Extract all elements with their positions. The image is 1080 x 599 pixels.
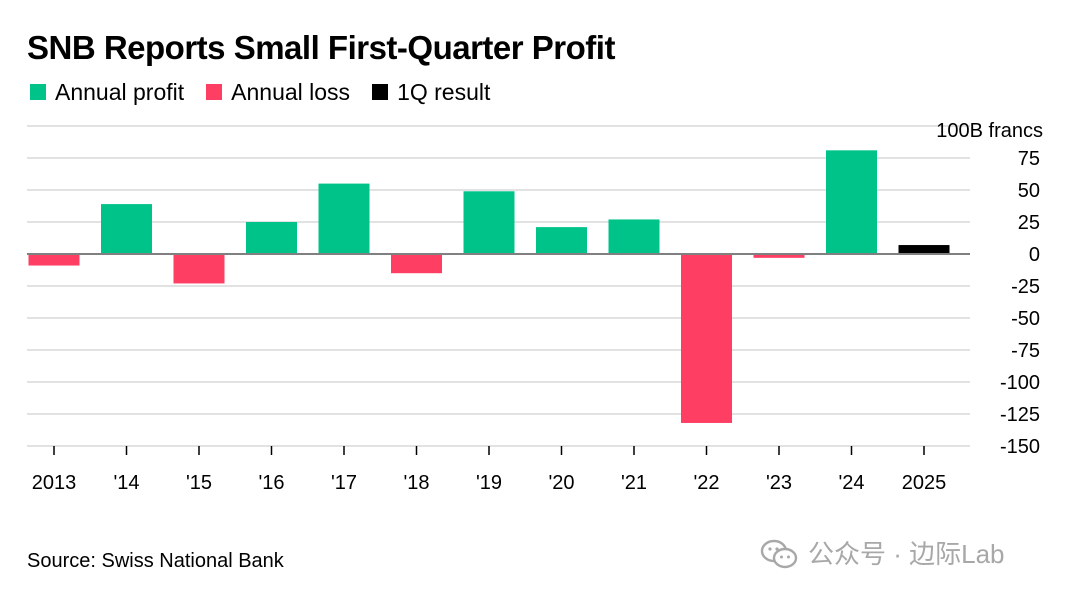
bar-loss [391,254,442,274]
y-tick-label: -150 [1000,436,1040,458]
y-tick-label: -125 [1000,404,1040,426]
bar-loss [681,254,732,423]
wechat-icon [760,539,798,569]
x-tick-label: '20 [548,472,574,494]
bar-loss [28,254,80,266]
bar-loss [753,254,805,258]
legend-label-loss: Annual loss [231,79,351,105]
x-tick-label: '21 [621,472,647,494]
bar-q1 [898,245,950,254]
x-tick-label: '23 [766,472,792,494]
legend-item-q1: 1Q result [372,78,490,106]
legend-label-profit: Annual profit [55,79,185,105]
y-tick-label: -75 [1011,340,1040,362]
source-note: Source: Swiss National Bank [27,550,284,572]
legend-label-q1: 1Q result [397,79,491,105]
bar-chart: 2013 '14 '15 '16 '17 '18 '19 '20 '21 '22 '23 '24 202… [27,120,1043,494]
bar-profit [608,219,660,254]
bar-profit [463,191,515,254]
x-tick-label: '24 [838,472,864,494]
y-tick-label: -100 [1000,372,1040,394]
bar-profit [318,183,370,254]
legend-swatch-profit [30,84,46,100]
x-tick-label: '22 [693,472,719,494]
bars [28,150,950,423]
bar-loss [173,254,225,284]
x-tick-label: 2013 [32,472,77,494]
y-tick-label: 0 [1029,244,1040,266]
bar-profit [826,150,877,254]
x-axis: 2013 '14 '15 '16 '17 '18 '19 '20 '21 '22 '23 '24 202… [32,446,947,494]
x-tick-label: 2025 [902,472,947,494]
legend-item-profit: Annual profit [30,78,184,106]
chart-title: SNB Reports Small First-Quarter Profit [27,29,615,66]
legend-swatch-q1 [372,84,389,100]
y-axis: -150 -125 -100 -75 -50 -25 0 25 50 75 [1000,148,1040,458]
bar-profit [101,204,152,254]
y-unit-label: 100B francs [936,120,1043,142]
x-tick-label: '19 [476,472,502,494]
bar-profit [536,227,587,254]
y-tick-label: -50 [1011,308,1040,330]
x-tick-label: '15 [186,472,212,494]
x-tick-label: '16 [258,472,284,494]
x-tick-label: '14 [113,472,139,494]
x-tick-label: '18 [403,472,429,494]
y-tick-label: 25 [1018,212,1040,234]
y-tick-label: 50 [1018,180,1040,202]
x-tick-label: '17 [331,472,357,494]
watermark-text: 公众号 · 边际Lab [808,539,1005,569]
legend: Annual profit Annual loss 1Q result [30,78,512,106]
y-tick-label: -25 [1011,276,1040,298]
y-tick-label: 75 [1018,148,1040,170]
watermark: 公众号 · 边际Lab [760,536,1005,572]
bar-profit [246,222,297,254]
legend-swatch-loss [206,84,223,100]
legend-item-loss: Annual loss [206,78,350,106]
